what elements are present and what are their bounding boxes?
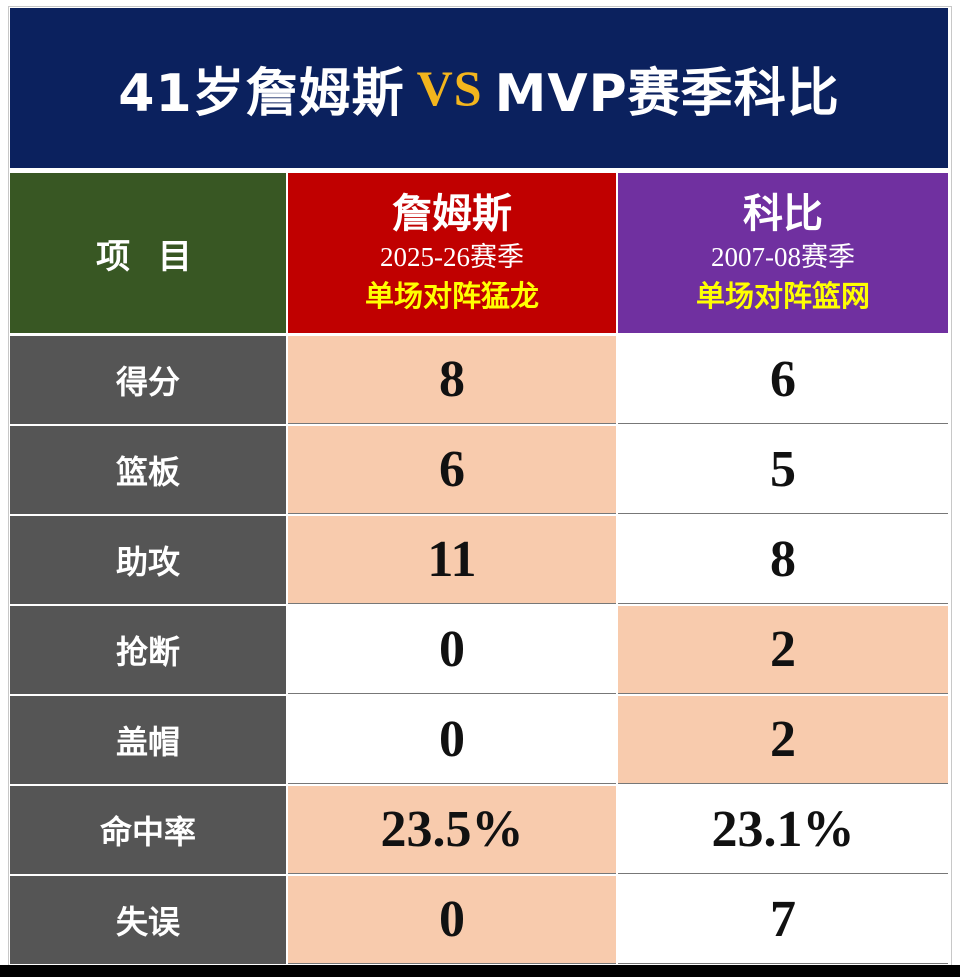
comparison-table: 项 目 詹姆斯 2025-26赛季 单场对阵猛龙 科比 2007-08赛季 单场… xyxy=(10,173,948,966)
james-value: 0 xyxy=(288,876,616,964)
kobe-value: 6 xyxy=(618,336,948,424)
james-value: 23.5% xyxy=(288,786,616,874)
kobe-opponent: 单场对阵篮网 xyxy=(695,279,870,313)
james-value: 0 xyxy=(288,606,616,694)
row-label: 命中率 xyxy=(10,786,286,874)
table-row: 盖帽 0 2 xyxy=(10,696,948,784)
header-item-label: 项 目 xyxy=(10,173,286,333)
title-right: MVP赛季科比 xyxy=(494,63,840,124)
row-label: 抢断 xyxy=(10,606,286,694)
row-label: 助攻 xyxy=(10,516,286,604)
table-row: 得分 8 6 xyxy=(10,336,948,424)
row-label: 篮板 xyxy=(10,426,286,514)
kobe-value: 8 xyxy=(618,516,948,604)
table-header-row: 项 目 詹姆斯 2025-26赛季 单场对阵猛龙 科比 2007-08赛季 单场… xyxy=(10,173,948,333)
row-label: 盖帽 xyxy=(10,696,286,784)
bottom-bar xyxy=(0,965,960,977)
table-row: 助攻 11 8 xyxy=(10,516,948,604)
kobe-value: 5 xyxy=(618,426,948,514)
title-left: 41岁詹姆斯 xyxy=(118,63,405,124)
row-label: 失误 xyxy=(10,876,286,964)
kobe-value: 2 xyxy=(618,606,948,694)
title-vs: VS xyxy=(416,60,483,116)
header-james: 詹姆斯 2025-26赛季 单场对阵猛龙 xyxy=(288,173,616,333)
table-row: 命中率 23.5% 23.1% xyxy=(10,786,948,874)
kobe-value: 7 xyxy=(618,876,948,964)
james-opponent: 单场对阵猛龙 xyxy=(364,279,539,313)
james-season: 2025-26赛季 xyxy=(380,242,524,272)
kobe-value: 23.1% xyxy=(618,786,948,874)
table-row: 失误 0 7 xyxy=(10,876,948,964)
kobe-name: 科比 xyxy=(743,191,823,237)
header-kobe: 科比 2007-08赛季 单场对阵篮网 xyxy=(618,173,948,333)
james-value: 0 xyxy=(288,696,616,784)
james-value: 6 xyxy=(288,426,616,514)
kobe-season: 2007-08赛季 xyxy=(711,242,855,272)
table-row: 篮板 6 5 xyxy=(10,426,948,514)
page-title: 41岁詹姆斯 VS MVP赛季科比 xyxy=(10,8,948,168)
row-label: 得分 xyxy=(10,336,286,424)
james-name: 詹姆斯 xyxy=(392,191,512,237)
table-row: 抢断 0 2 xyxy=(10,606,948,694)
james-value: 11 xyxy=(288,516,616,604)
james-value: 8 xyxy=(288,336,616,424)
kobe-value: 2 xyxy=(618,696,948,784)
